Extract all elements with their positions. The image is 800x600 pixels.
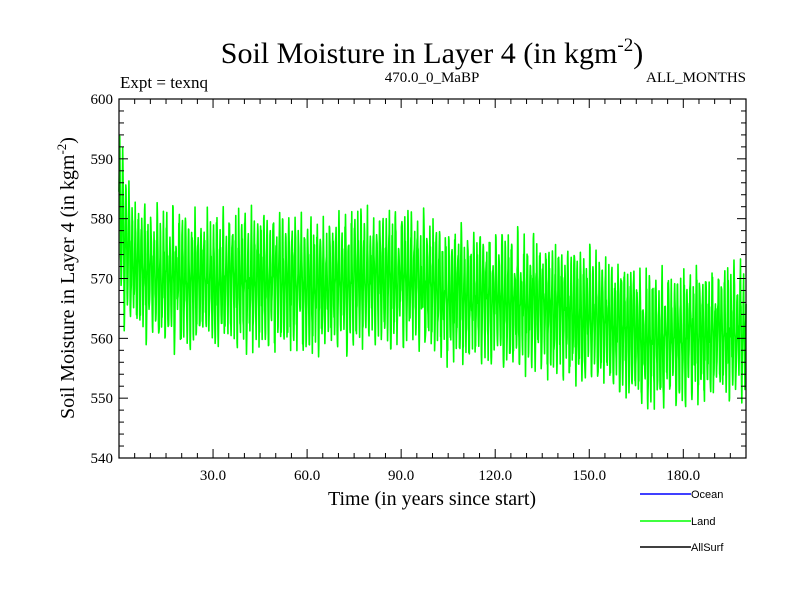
y-tick-label: 560	[91, 331, 114, 347]
x-tick-label: 150.0	[572, 468, 606, 484]
legend-label-land: Land	[691, 516, 715, 528]
subtitle-experiment: Expt = texnq	[120, 73, 208, 92]
x-tick-label: 180.0	[666, 468, 700, 484]
legend: Ocean Land AllSurf	[640, 489, 724, 554]
subtitle-period: 470.0_0_MaBP	[385, 70, 480, 86]
y-tick-label: 550	[91, 391, 114, 407]
legend-label-ocean: Ocean	[691, 489, 723, 501]
y-tick-label: 540	[91, 451, 114, 467]
x-tick-label: 120.0	[478, 468, 512, 484]
ticks-layer	[119, 99, 746, 458]
x-tick-label: 60.0	[294, 468, 320, 484]
series-layer	[118, 135, 747, 410]
y-tick-label: 590	[91, 152, 114, 168]
series-line-land	[118, 135, 747, 410]
y-tick-label: 600	[91, 92, 114, 108]
y-tick-label: 580	[91, 212, 114, 228]
subtitle-months: ALL_MONTHS	[646, 70, 746, 86]
y-tick-label: 570	[91, 272, 114, 288]
x-tick-label: 30.0	[200, 468, 226, 484]
chart-title: Soil Moisture in Layer 4 (in kgm-2)	[221, 35, 643, 70]
x-axis-label: Time (in years since start)	[328, 488, 536, 510]
y-axis-label: Soil Moisture in Layer 4 (in kgm-2)	[54, 137, 79, 419]
legend-label-allsurf: AllSurf	[691, 542, 724, 554]
tick-labels: 30.0 60.0 90.0 120.0 150.0 180.0 540 550 560 570 5…	[91, 92, 701, 484]
x-tick-label: 90.0	[388, 468, 414, 484]
plot-frame	[118, 98, 747, 459]
